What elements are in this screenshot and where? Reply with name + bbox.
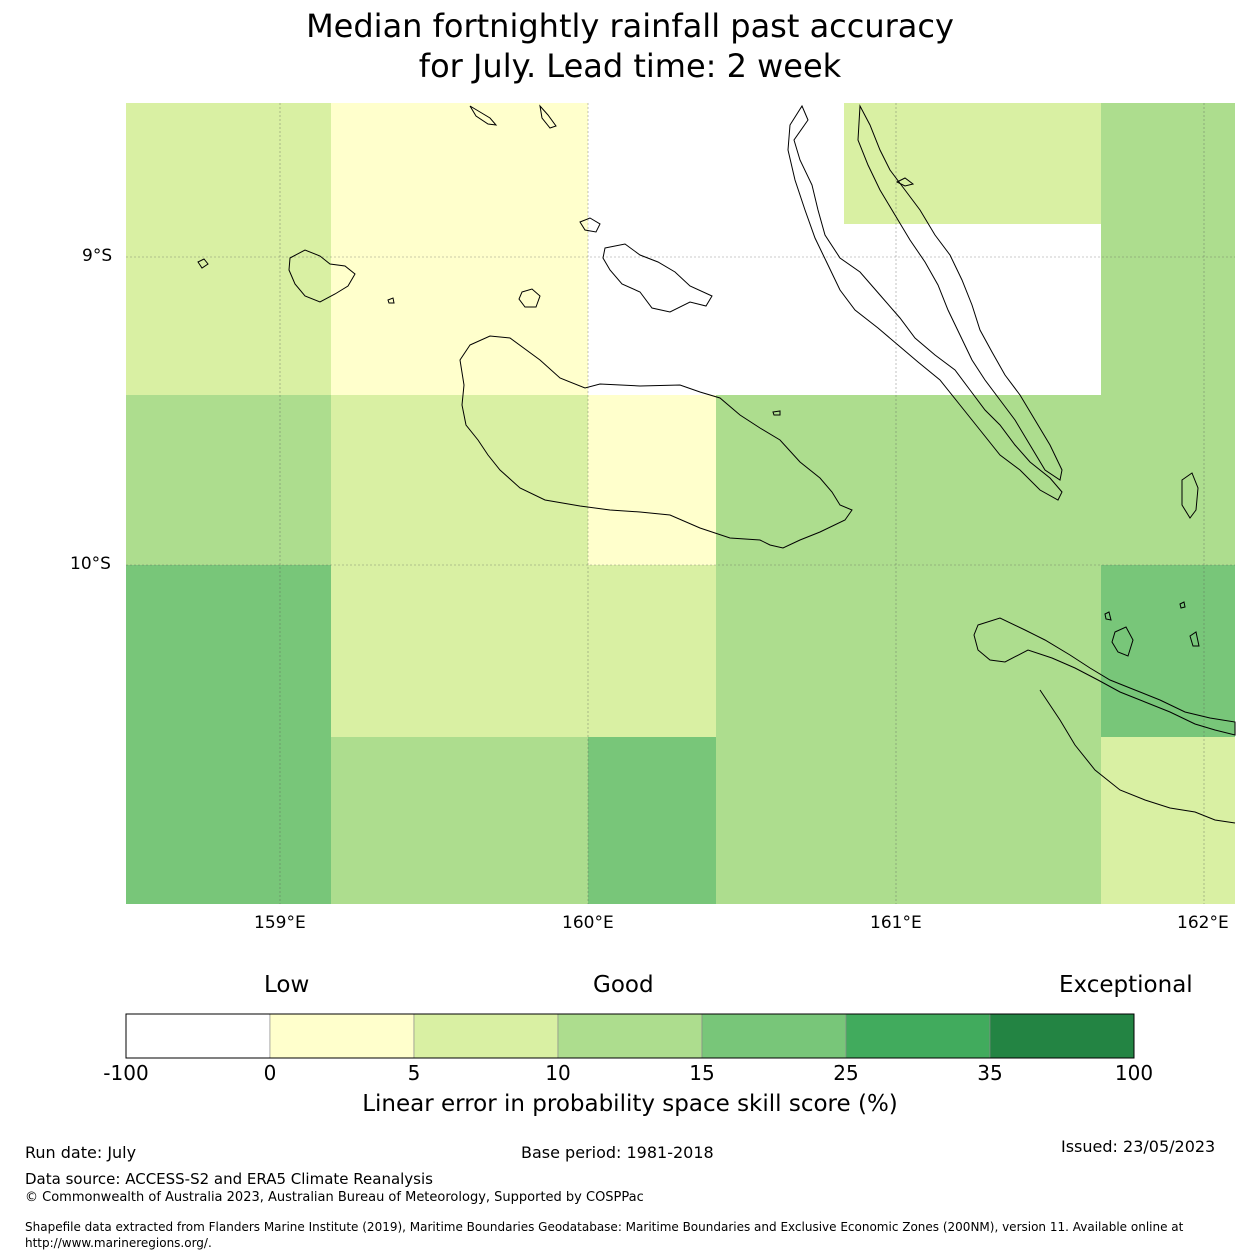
colorbar-label: Linear error in probability space skill …: [362, 1091, 898, 1117]
colorbar-tick-label: 35: [977, 1061, 1003, 1085]
data-source: Data source: ACCESS-S2 and ERA5 Climate …: [25, 1170, 433, 1188]
lat-label-9s: 9°S: [82, 246, 113, 266]
coastline-isle-e1: [1181, 472, 1199, 519]
colorbar-swatch: [701, 1013, 847, 1059]
coastline-savo: [518, 288, 541, 308]
grid-cell: [716, 395, 844, 565]
grid-cell: [588, 737, 716, 904]
base-period: Base period: 1981-2018: [521, 1143, 714, 1162]
lat-label-10s: 10°S: [70, 554, 111, 574]
coastline-isle-east: [387, 297, 395, 304]
grid-cell: [1101, 395, 1235, 565]
coastline-isle-e4: [1189, 631, 1200, 647]
coastline-makira: [973, 617, 1236, 736]
lon-label-160e: 160°E: [562, 913, 614, 933]
colorbar-swatch: [845, 1013, 991, 1059]
coastline-isle-n1: [469, 105, 498, 126]
colorbar-category-good: Good: [593, 972, 654, 998]
grid-cell: [716, 565, 844, 737]
lon-label-161e: 161°E: [870, 913, 922, 933]
skill-grid: [126, 103, 1235, 904]
grid-cell: [331, 565, 588, 737]
grid-cell: [588, 103, 716, 224]
coastline-isle-e2: [1104, 611, 1112, 621]
coastlines: [197, 104, 1236, 824]
colorbar-swatch: [989, 1013, 1135, 1059]
colorbar-category-low: Low: [264, 972, 310, 998]
issued-date: Issued: 23/05/2023: [1061, 1137, 1216, 1156]
shapefile-note-1: Shapefile data extracted from Flanders M…: [25, 1220, 1184, 1234]
coastline-isle-e3: [1179, 601, 1186, 609]
coastline-small-isle-1: [895, 177, 915, 187]
run-date: Run date: July: [25, 1143, 137, 1162]
colorbar-swatches: [125, 1013, 1135, 1059]
lon-label-162e: 162°E: [1177, 913, 1229, 933]
grid-cell: [844, 737, 1101, 904]
grid-cell: [588, 565, 716, 737]
colorbar-category-exceptional: Exceptional: [1059, 972, 1193, 998]
title-line-2: for July. Lead time: 2 week: [418, 47, 842, 85]
coastline-russell: [288, 249, 356, 303]
grid-cell: [716, 737, 844, 904]
grid-cell: [588, 395, 716, 565]
coastline-nggela-small: [579, 217, 601, 233]
colorbar-tick-label: 100: [1114, 1061, 1154, 1085]
grid-cell: [1101, 565, 1235, 737]
grid-cell: [126, 224, 331, 395]
grid-cell: [844, 565, 1101, 737]
colorbar-swatch: [413, 1013, 559, 1059]
colorbar-swatch: [125, 1013, 271, 1059]
grid-cell: [331, 224, 588, 395]
colorbar-swatch: [557, 1013, 703, 1059]
coastline-makira-south: [1039, 689, 1236, 824]
grid-cell: [716, 224, 844, 395]
shapefile-note-2: http://www.marineregions.org/.: [25, 1236, 212, 1250]
coastline-nggela: [602, 243, 713, 313]
grid-cell: [844, 395, 1101, 565]
colorbar-tick-label: -100: [103, 1061, 149, 1085]
grid-cell: [126, 565, 331, 737]
grid-cell: [716, 103, 844, 224]
lon-label-159e: 159°E: [254, 913, 306, 933]
grid-cell: [126, 395, 331, 565]
coastline-ulawa: [1111, 626, 1134, 657]
colorbar-tick-label: 15: [689, 1061, 715, 1085]
grid-cell: [588, 224, 716, 395]
copyright: © Commonwealth of Australia 2023, Austra…: [25, 1190, 644, 1205]
grid-cell: [844, 103, 1101, 224]
grid-cell: [126, 737, 331, 904]
grid-cell: [844, 224, 1101, 395]
grid-cell: [331, 103, 588, 224]
coastline-malaita-east: [857, 104, 1063, 481]
coastline-small-isle-2: [772, 410, 781, 416]
grid-cell: [1101, 737, 1235, 904]
title-line-1: Median fortnightly rainfall past accurac…: [306, 7, 954, 45]
colorbar-tick-label: 10: [545, 1061, 571, 1085]
grid-cell: [331, 737, 588, 904]
grid-cell: [1101, 103, 1235, 224]
coastline-isle-west: [197, 258, 209, 269]
coastline-malaita: [787, 104, 1063, 501]
coastline-isle-n2: [539, 104, 557, 129]
coastline-guadalcanal: [459, 335, 853, 549]
colorbar-tick-label: 25: [833, 1061, 859, 1085]
grid-cell: [126, 103, 331, 224]
chart-title: Median fortnightly rainfall past accurac…: [0, 6, 1260, 86]
grid-cell: [1101, 224, 1235, 395]
graticule: [126, 103, 1235, 904]
colorbar-tick-label: 0: [263, 1061, 277, 1085]
colorbar-tick-label: 5: [407, 1061, 421, 1085]
colorbar-frame: [125, 1013, 1135, 1059]
colorbar-swatch: [269, 1013, 415, 1059]
grid-cell: [331, 395, 588, 565]
